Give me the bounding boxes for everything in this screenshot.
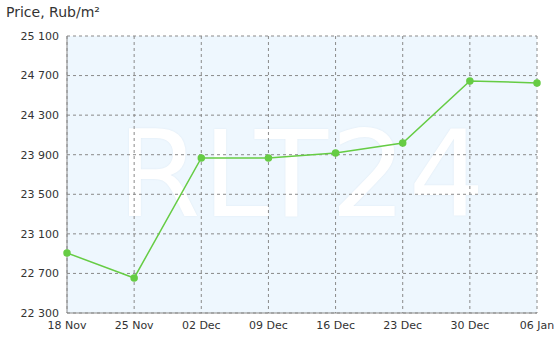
svg-text:25 100: 25 100 xyxy=(21,30,60,43)
svg-text:18 Nov: 18 Nov xyxy=(48,319,87,332)
svg-text:22 300: 22 300 xyxy=(21,307,60,320)
html-text:RLT24: RLT24 xyxy=(117,105,487,244)
svg-text:25 Nov: 25 Nov xyxy=(115,319,154,332)
svg-text:16 Dec: 16 Dec xyxy=(316,319,355,332)
svg-text:09 Dec: 09 Dec xyxy=(249,319,288,332)
svg-text:02 Dec: 02 Dec xyxy=(182,319,221,332)
svg-text:06 Jan: 06 Jan xyxy=(520,319,552,332)
svg-text:23 900: 23 900 xyxy=(21,149,60,162)
svg-text:23 Dec: 23 Dec xyxy=(383,319,422,332)
svg-text:23 100: 23 100 xyxy=(21,228,60,241)
svg-text:23 500: 23 500 xyxy=(21,188,60,201)
svg-text:24 300: 24 300 xyxy=(21,109,60,122)
svg-text:30 Dec: 30 Dec xyxy=(450,319,489,332)
svg-text:24 700: 24 700 xyxy=(21,69,60,82)
svg-text:22 700: 22 700 xyxy=(21,267,60,280)
html-text:Price, Rub/m²: Price, Rub/m² xyxy=(6,4,100,20)
